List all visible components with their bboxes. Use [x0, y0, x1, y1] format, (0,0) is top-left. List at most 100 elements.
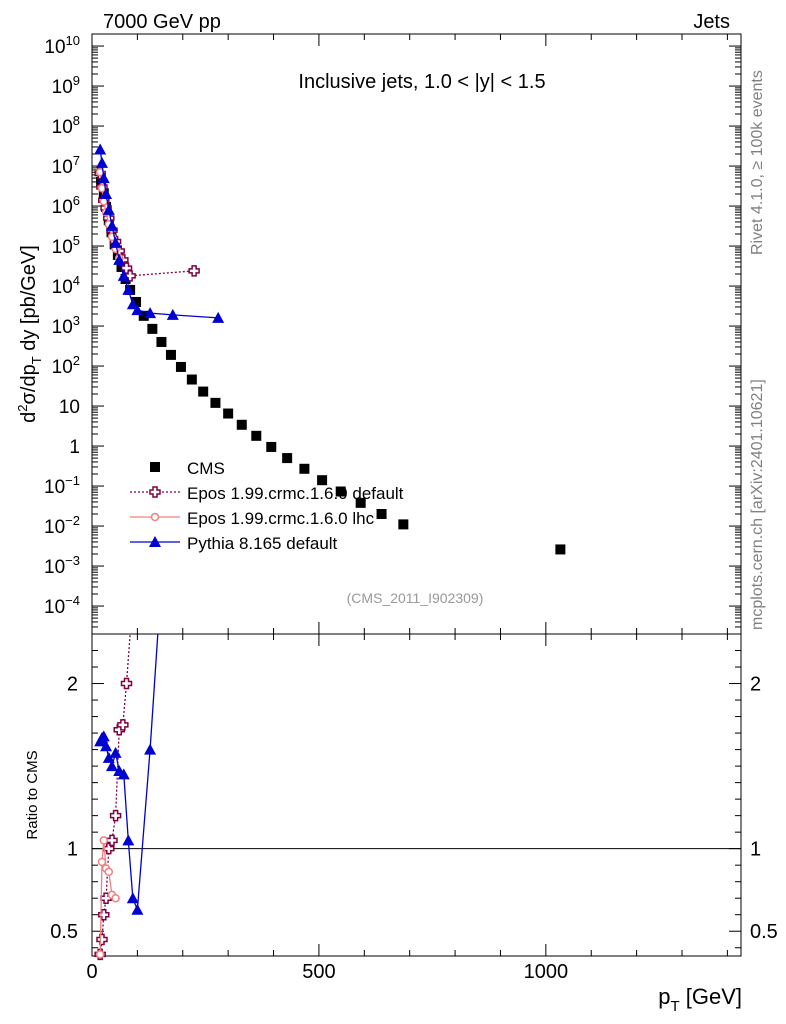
legend-label: Pythia 8.165 default — [187, 534, 338, 553]
series-pythia-8-165-default — [94, 143, 225, 323]
ratio-y-axis-label: Ratio to CMS — [24, 750, 41, 839]
ratio-point — [97, 857, 107, 867]
ratio-point — [109, 746, 122, 758]
x-axis-label-sub: T — [670, 998, 679, 1015]
data-point — [376, 509, 387, 519]
data-point — [109, 236, 122, 248]
ratio-point — [144, 743, 157, 755]
ratio-y-tick-label-right: 1 — [750, 839, 761, 861]
data-point — [355, 497, 366, 508]
ratio-series — [94, 633, 159, 961]
ratio-y-ticks: 0.5 0.5 1 1 2 2 — [50, 650, 778, 949]
main-series — [94, 143, 566, 555]
data-point — [126, 298, 139, 310]
legend-marker — [150, 462, 160, 472]
ratio-point — [99, 836, 109, 845]
legend-marker — [150, 512, 160, 522]
y-tick-label: 103 — [52, 313, 80, 338]
data-point — [175, 361, 186, 372]
mcplots-label: mcplots.cern.ch [arXiv:2401.10621] — [749, 379, 766, 630]
ratio-point — [95, 950, 105, 959]
ratio-point — [96, 933, 108, 946]
x-tick-label: 1000 — [524, 961, 569, 983]
ratio-series-pythia-8-165-default — [94, 633, 159, 915]
y-tick-label: 109 — [52, 73, 80, 98]
y-tick-label: 1010 — [44, 33, 80, 58]
analysis-id-label: (CMS_2011_I902309) — [347, 590, 484, 606]
data-point — [186, 374, 197, 385]
data-point — [95, 156, 108, 168]
data-point — [100, 188, 113, 199]
main-panel: Inclusive jets, 1.0 < |y| < 1.5 d2σ/dpT … — [15, 33, 742, 635]
ratio-y-tick-label-left: 0.5 — [50, 921, 78, 943]
ratio-point — [117, 768, 130, 780]
legend-label: Epos 1.99.crmc.1.6.0 lhc — [187, 509, 375, 528]
data-point — [335, 486, 346, 497]
legend-marker — [149, 536, 161, 547]
ratio-y-tick-label-right: 0.5 — [750, 921, 778, 943]
ratio-point — [111, 893, 120, 903]
data-point — [144, 307, 157, 319]
ratio-y-tick-label-left: 1 — [67, 839, 78, 861]
x-tick-label: 500 — [302, 961, 335, 983]
x-axis-label: pT [GeV] — [658, 984, 742, 1015]
x-tick-label: 0 — [86, 961, 97, 983]
ratio-point — [117, 719, 129, 731]
y-tick-label: 10 — [59, 397, 80, 418]
data-point — [299, 463, 310, 474]
y-tick-label: 108 — [52, 113, 80, 138]
y-tick-label: 102 — [52, 353, 80, 378]
x-axis-label-main: p — [658, 984, 670, 1009]
x-axis-label-unit: [GeV] — [686, 984, 742, 1009]
legend: CMS Epos 1.99.crmc.1.6.0 default Epos 1.99… — [130, 459, 404, 553]
data-point — [131, 304, 144, 316]
header-left: 7000 GeV pp — [103, 11, 221, 33]
y-tick-label: 10−4 — [44, 593, 80, 618]
ratio-point — [100, 740, 113, 752]
legend-label: CMS — [187, 459, 225, 478]
y-tick-label: 1 — [69, 437, 80, 458]
ratio-y-tick-label-left: 2 — [67, 674, 78, 696]
data-point — [282, 453, 293, 464]
data-point — [105, 219, 118, 231]
ratio-point — [102, 751, 115, 763]
data-point — [188, 265, 200, 277]
data-point — [212, 311, 225, 323]
data-point — [147, 323, 158, 334]
ratio-point — [131, 903, 144, 915]
ratio-series-epos-1-99-crmc-1-6-0-lhc — [95, 836, 120, 959]
ratio-y-tick-label-right: 2 — [750, 674, 761, 696]
ratio-line — [99, 633, 131, 955]
ratio-point — [122, 834, 135, 846]
data-point — [317, 475, 328, 486]
y-axis-label: d2σ/dpT dy [pb/GeV] — [15, 245, 44, 423]
data-point — [156, 336, 167, 347]
data-point — [97, 172, 110, 184]
data-point — [236, 419, 247, 430]
ratio-panel: Ratio to CMS 0.5 0.5 1 1 2 2 — [24, 633, 778, 961]
ratio-point — [104, 867, 114, 877]
ratio-plot-frame — [91, 633, 742, 957]
data-point — [555, 544, 566, 555]
data-point — [210, 397, 221, 408]
series-line — [99, 149, 219, 319]
data-point — [266, 441, 277, 452]
data-point — [251, 430, 262, 441]
ratio-point — [97, 730, 110, 742]
legend-marker — [149, 486, 161, 498]
data-point — [198, 386, 209, 397]
y-tick-label: 10−1 — [44, 473, 80, 498]
data-point — [398, 519, 409, 530]
ratio-point — [126, 892, 139, 904]
ratio-point — [98, 908, 110, 921]
y-tick-label: 106 — [52, 193, 80, 218]
y-tick-label: 107 — [52, 153, 80, 178]
data-point — [131, 296, 142, 307]
data-point — [94, 143, 107, 155]
data-point — [117, 269, 130, 281]
data-point — [102, 203, 115, 215]
ratio-point — [120, 677, 133, 690]
main-y-ticks: 10−4 10−3 10−2 10−1 1 10 102 103 104 105 106 107 108… — [44, 33, 741, 635]
ratio-point — [109, 809, 122, 822]
